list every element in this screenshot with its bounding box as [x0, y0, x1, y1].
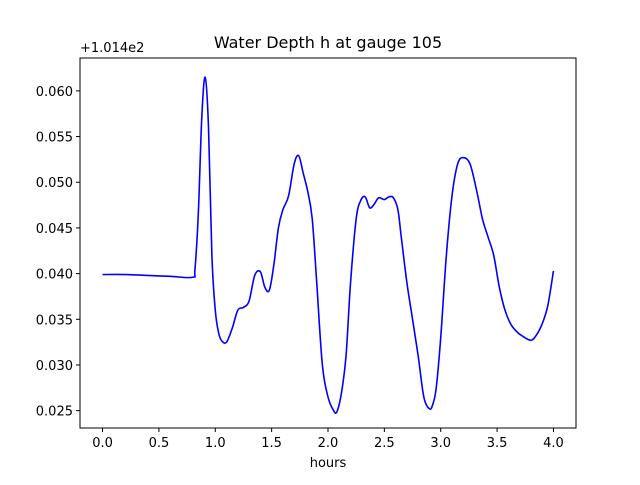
axes-frame — [79, 57, 577, 429]
x-tick-label: 0.5 — [149, 436, 170, 451]
y-tick-label: 0.025 — [36, 405, 73, 420]
y-tick-label: 0.055 — [36, 131, 73, 146]
series-line — [102, 76, 555, 415]
x-tick-label: 3.5 — [487, 436, 508, 451]
axis-ticks: 0.0 0.5 1.0 1.5 2.0 2.5 3.0 3.5 4.0 0.025 0.030 0.0… — [36, 85, 564, 451]
y-tick-label: 0.050 — [36, 176, 73, 191]
y-tick-label: 0.030 — [36, 359, 73, 374]
y-tick-label: 0.045 — [36, 222, 73, 237]
chart-title: Water Depth h at gauge 105 — [214, 33, 442, 52]
x-axis-label: hours — [310, 456, 347, 471]
y-tick-label: 0.060 — [36, 85, 73, 100]
x-tick-label: 1.5 — [261, 436, 282, 451]
x-tick-label: 2.5 — [374, 436, 395, 451]
y-tick-label: 0.040 — [36, 268, 73, 283]
x-tick-label: 3.0 — [430, 436, 451, 451]
y-axis-offset-label: +1.014e2 — [80, 41, 144, 56]
x-tick-label: 1.0 — [205, 436, 226, 451]
y-tick-label: 0.035 — [36, 313, 73, 328]
plot-area — [102, 76, 555, 415]
x-tick-label: 0.0 — [92, 436, 113, 451]
x-tick-label: 4.0 — [543, 436, 564, 451]
x-tick-label: 2.0 — [318, 436, 339, 451]
